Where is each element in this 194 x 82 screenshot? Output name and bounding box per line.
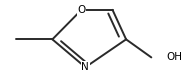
Text: OH: OH [167, 52, 183, 62]
Text: O: O [77, 5, 86, 15]
Text: N: N [81, 62, 89, 72]
